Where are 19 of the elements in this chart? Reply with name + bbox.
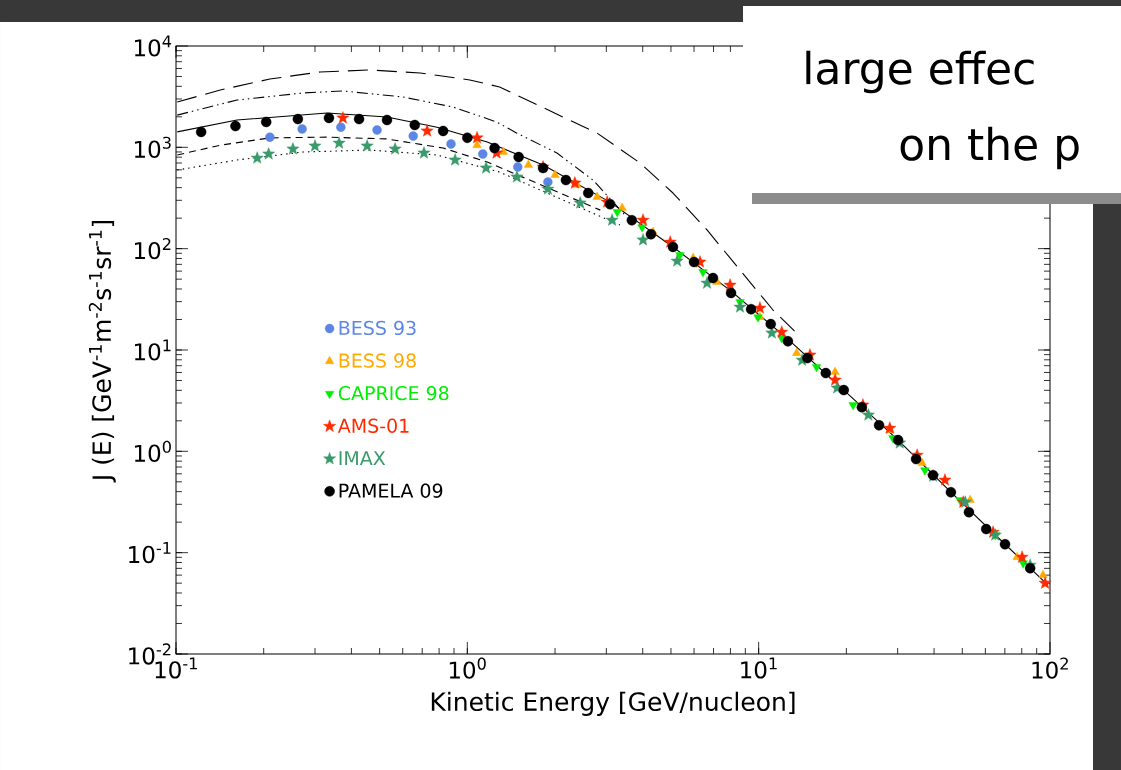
- y-tick-label: 10$^{4}$: [134, 35, 172, 57]
- text: J (E) [GeV$^{-1}$m$^{-2}$s$^{-1}$sr$^{-1}$]: [88, 220, 116, 483]
- annotation: large effec: [806, 50, 1034, 94]
- y-tick-label: 10$^{0}$: [134, 440, 171, 462]
- legend-label: PAMELA 09: [339, 483, 443, 498]
- legend-label: AMS-01: [337, 418, 409, 433]
- x-tick-label: 10$^{1}$: [741, 657, 777, 679]
- legend-label: BESS 93: [339, 320, 416, 336]
- y-tick-label: 10$^{2}$: [134, 238, 171, 260]
- x-tick-label: 10$^{0}$: [449, 657, 486, 679]
- legend-label: CAPRICE 98: [338, 385, 449, 401]
- legend-label: IMAX: [339, 451, 386, 466]
- y-tick-label: 10$^{1}$: [134, 339, 171, 361]
- y-tick-label: 10$^{-1}$: [129, 542, 171, 564]
- legend-label: BESS 98: [339, 353, 416, 368]
- annotation: on the p: [900, 126, 1079, 170]
- x-axis-title: Kinetic Energy [GeV/nucleon]: [431, 691, 795, 716]
- y-tick-label: 10$^{3}$: [134, 136, 171, 158]
- x-tick-label: 10$^{2}$: [1032, 657, 1068, 679]
